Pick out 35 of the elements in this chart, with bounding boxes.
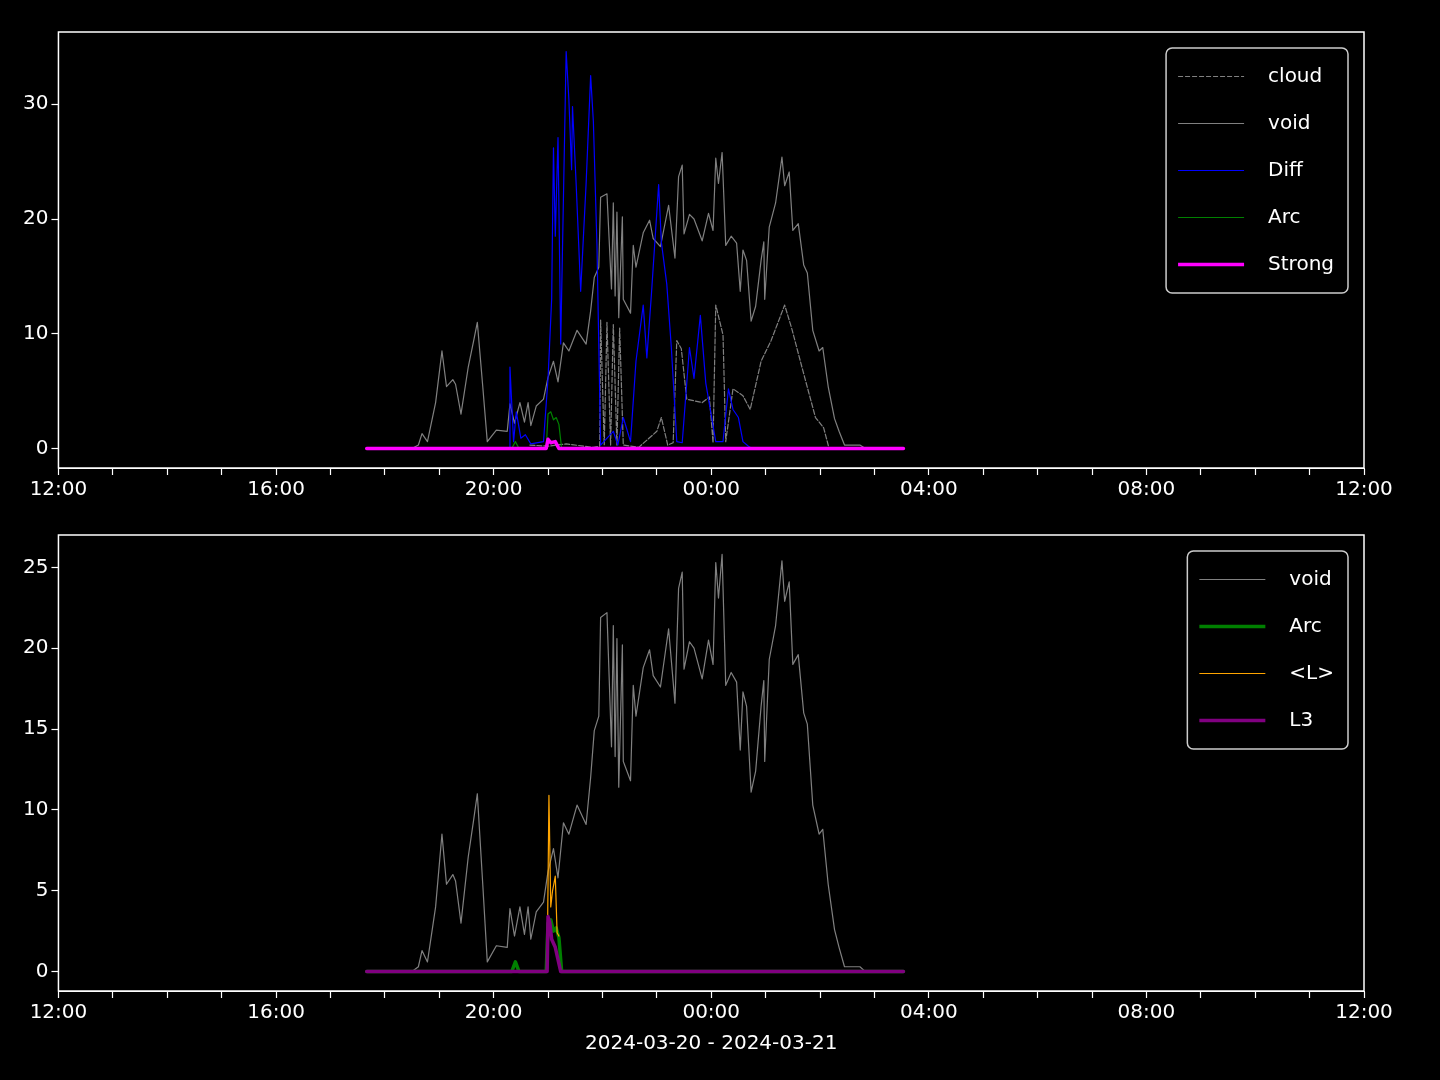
x-tick-label: 04:00 [900, 999, 958, 1024]
legend-label: Strong [1268, 250, 1335, 275]
legend-label: Arc [1289, 612, 1322, 637]
x-tick-label: 20:00 [464, 999, 523, 1024]
y-tick-label: 5 [35, 876, 49, 901]
y-tick-label: 10 [23, 796, 49, 821]
legend-label: void [1289, 565, 1332, 590]
x-tick-label: 12:00 [29, 476, 88, 501]
x-tick-label: 08:00 [1117, 999, 1176, 1024]
legend-label: <L> [1289, 659, 1335, 684]
x-tick-label: 16:00 [247, 476, 305, 501]
x-tick-label: 04:00 [900, 476, 958, 501]
y-tick-label: 15 [23, 715, 49, 740]
x-tick-label: 08:00 [1117, 476, 1176, 501]
legend-label: void [1268, 109, 1311, 134]
x-tick-label: 16:00 [247, 999, 305, 1024]
line-series [529, 304, 830, 450]
x-tick-label: 00:00 [682, 999, 741, 1024]
y-tick-label: 20 [23, 205, 49, 230]
y-tick-label: 0 [35, 957, 49, 982]
x-tick-label: 20:00 [464, 476, 523, 501]
x-tick-label: 12:00 [1335, 476, 1393, 501]
y-tick-label: 0 [35, 434, 49, 459]
x-tick-label: 12:00 [1335, 999, 1393, 1024]
x-tick-label: 00:00 [682, 476, 741, 501]
y-tick-label: 10 [23, 319, 49, 344]
y-tick-label: 20 [23, 634, 49, 659]
legend-label: Diff [1268, 156, 1305, 181]
legend-label: cloud [1268, 62, 1323, 87]
x-axis-title: 2024-03-20 - 2024-03-21 [585, 1030, 838, 1055]
y-tick-label: 30 [23, 90, 49, 115]
legend-label: Arc [1268, 203, 1301, 228]
x-tick-label: 12:00 [29, 999, 88, 1024]
y-tick-label: 25 [23, 553, 49, 578]
legend-label: L3 [1289, 706, 1314, 731]
